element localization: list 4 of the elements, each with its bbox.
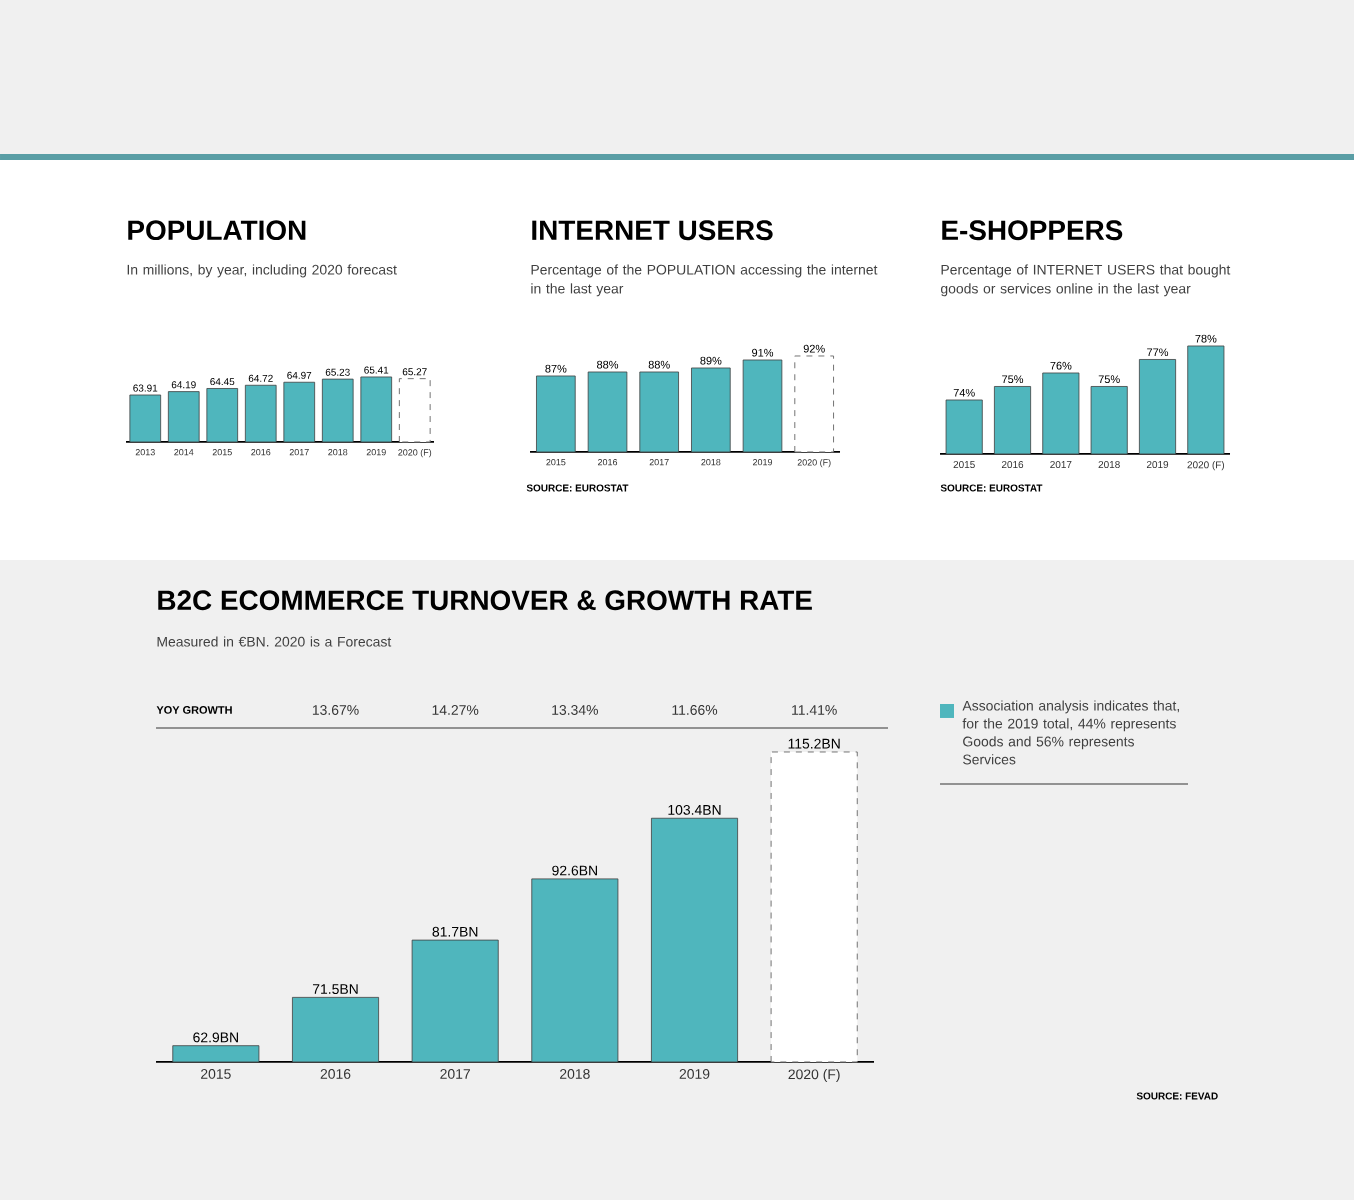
- chart-title: INTERNET USERS: [532, 220, 773, 241]
- chart-title: E-SHOPPERS: [942, 220, 1123, 241]
- chart-title: POPULATION: [128, 220, 306, 241]
- chart-title: B2C ECOMMERCE TURNOVER & GROWTH RATE: [158, 590, 812, 611]
